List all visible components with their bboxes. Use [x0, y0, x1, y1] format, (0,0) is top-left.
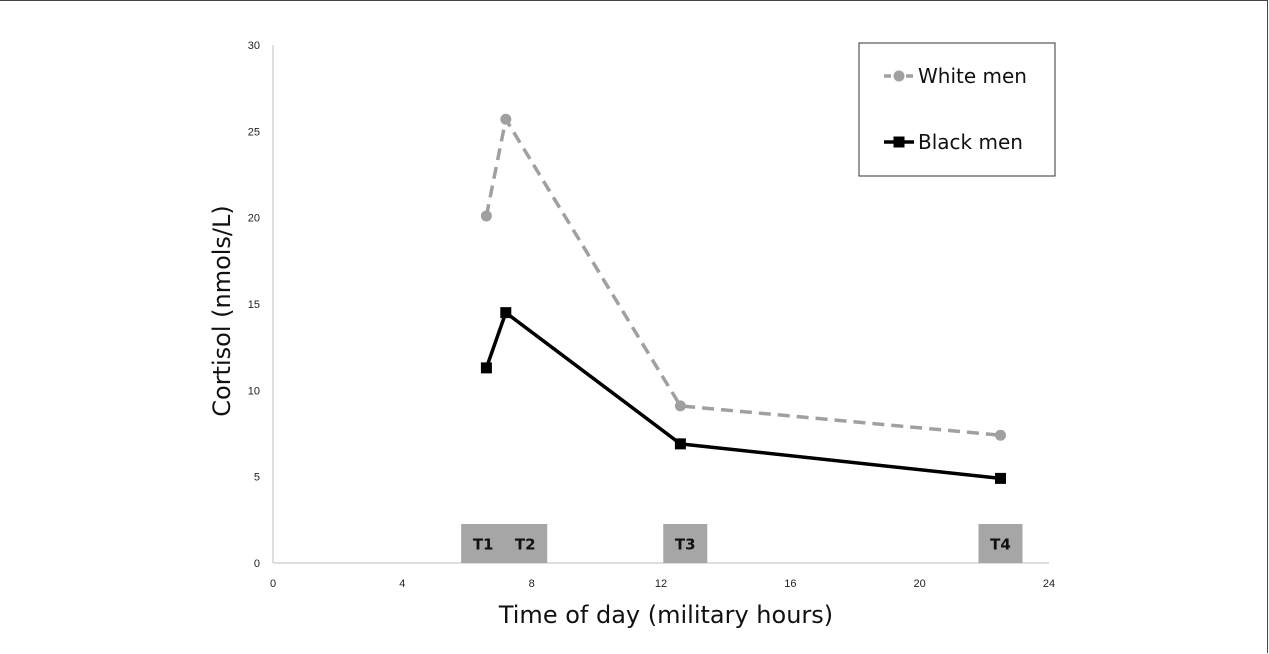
data-point-circle	[995, 429, 1006, 441]
time-marker-box	[461, 524, 506, 563]
y-tick-label: 10	[248, 385, 260, 397]
y-tick-label: 30	[248, 40, 260, 52]
legend-marker-circle	[893, 70, 905, 82]
data-point-square	[500, 307, 512, 319]
time-marker-box	[503, 524, 548, 563]
x-tick-label: 8	[529, 578, 535, 590]
x-tick-labels: 0 4 8 12 16 20 24	[270, 578, 1055, 590]
time-marker-box	[978, 524, 1023, 563]
series-group	[480, 113, 1006, 484]
legend-box	[858, 42, 1056, 177]
legend-marker-square	[893, 136, 905, 148]
time-marker-label: T1	[473, 536, 494, 554]
y-tick-label: 5	[254, 472, 260, 484]
y-tick-label: 20	[248, 213, 260, 225]
series-line	[484, 310, 1001, 481]
y-tick-labels: 0 5 10 15 20 25 30	[248, 40, 260, 570]
data-point-square	[995, 472, 1006, 484]
time-markers: T1 T2 T3 T4	[461, 524, 1023, 563]
axes	[272, 45, 1049, 564]
data-point-square	[480, 362, 492, 374]
legend: White men Black men	[858, 42, 1056, 177]
x-tick-label: 20	[914, 578, 926, 590]
legend-label: Black men	[918, 130, 1023, 154]
series-0	[480, 113, 1006, 441]
x-tick-label: 16	[784, 578, 796, 590]
data-point-circle	[674, 400, 686, 412]
y-tick-label: 0	[254, 558, 260, 570]
data-point-circle	[500, 113, 512, 125]
x-tick-label: 12	[655, 578, 667, 590]
data-point-square	[674, 438, 686, 450]
y-tick-label: 25	[248, 126, 260, 138]
time-marker-label: T3	[675, 536, 696, 554]
time-marker-box	[663, 524, 708, 563]
legend-items: White men Black men	[884, 64, 1027, 154]
time-marker-label: T4	[990, 536, 1011, 554]
time-marker-label: T2	[515, 536, 536, 554]
legend-label: White men	[918, 64, 1027, 88]
series-1	[480, 307, 1006, 484]
series-line	[484, 117, 1001, 437]
y-tick-label: 15	[248, 299, 260, 311]
x-tick-label: 0	[270, 578, 276, 590]
y-axis-title: Cortisol (nmols/L)	[208, 205, 236, 417]
x-tick-label: 24	[1043, 578, 1055, 590]
data-point-circle	[480, 210, 492, 222]
x-tick-label: 4	[399, 578, 405, 590]
x-axis-title: Time of day (military hours)	[498, 601, 833, 629]
